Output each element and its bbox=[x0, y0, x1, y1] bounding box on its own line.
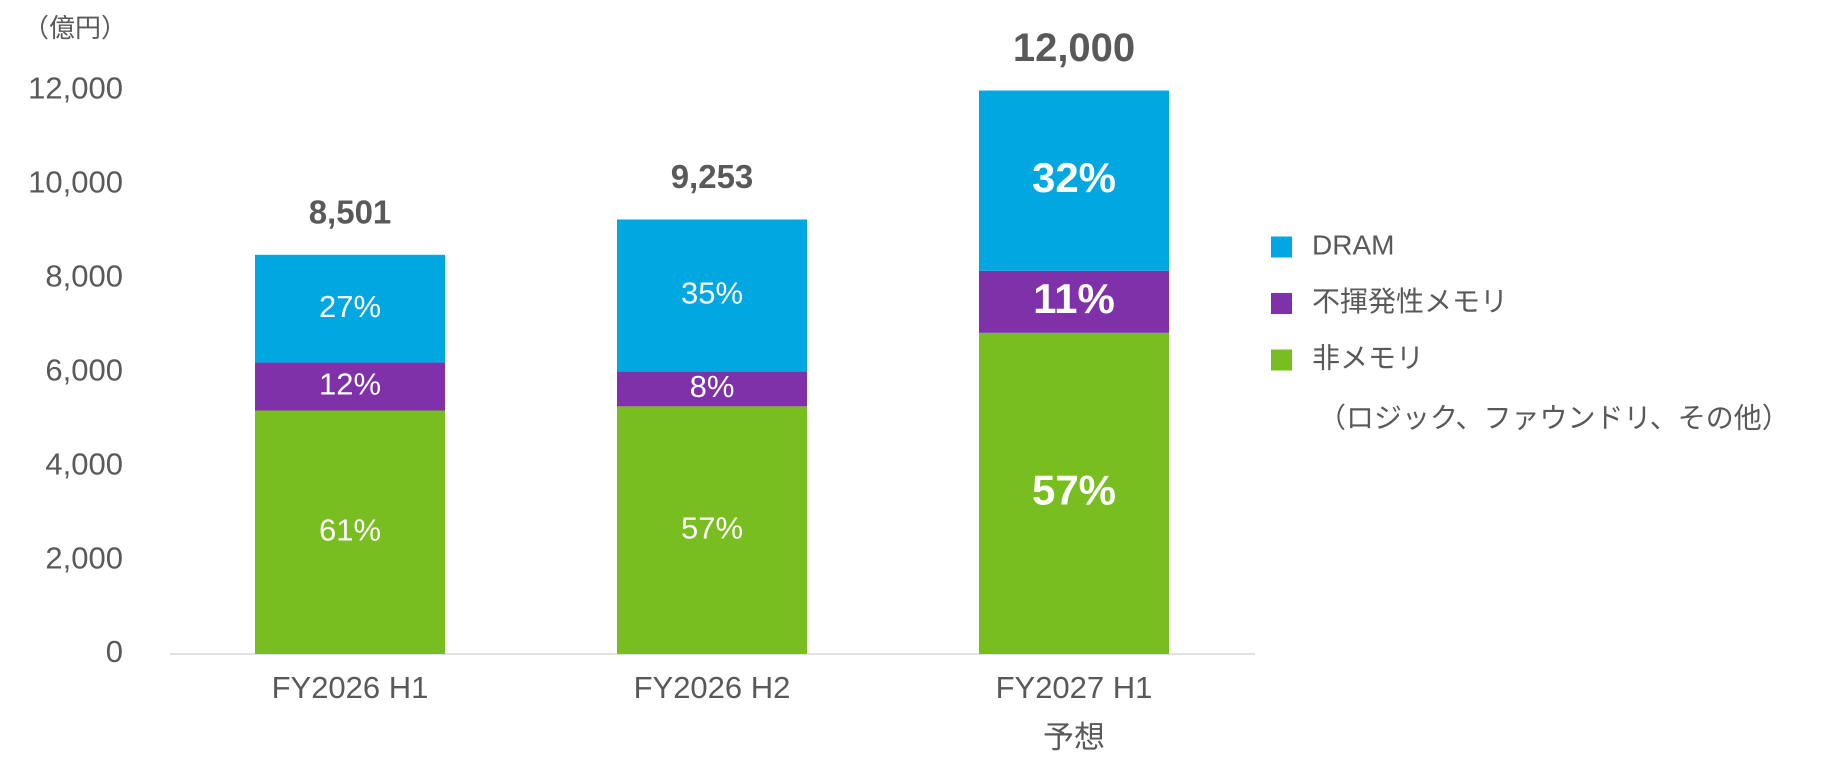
legend-label: 非メモリ bbox=[1312, 342, 1424, 373]
bar-segment bbox=[979, 332, 1169, 654]
legend-note: （ロジック、ファウンドリ、その他） bbox=[1318, 402, 1790, 433]
bar-segment bbox=[255, 410, 445, 654]
x-tick-label: FY2026 H1 bbox=[272, 670, 429, 705]
unit-label: （億円） bbox=[23, 13, 127, 43]
legend-label: 不揮発性メモリ bbox=[1312, 286, 1508, 317]
legend-swatch bbox=[1271, 236, 1292, 258]
y-tick-label: 0 bbox=[106, 634, 123, 669]
total-label: 12,000 bbox=[1013, 26, 1135, 70]
y-tick-label: 8,000 bbox=[45, 259, 123, 294]
total-label: 9,253 bbox=[671, 158, 754, 195]
total-label: 8,501 bbox=[309, 194, 392, 231]
segment-label: 12% bbox=[319, 367, 381, 402]
legend-swatch bbox=[1271, 349, 1292, 371]
y-tick-label: 2,000 bbox=[45, 540, 123, 575]
bar-segment bbox=[617, 219, 807, 372]
bar-segment bbox=[255, 362, 445, 411]
x-tick-label: FY2026 H2 bbox=[634, 670, 791, 705]
bar-segment bbox=[617, 371, 807, 407]
legend-swatch bbox=[1271, 293, 1292, 314]
segment-label: 32% bbox=[1032, 154, 1116, 201]
segment-label: 27% bbox=[319, 289, 381, 324]
y-tick-label: 12,000 bbox=[28, 71, 123, 106]
y-tick-label: 6,000 bbox=[45, 352, 123, 387]
segment-label: 8% bbox=[690, 369, 735, 404]
x-tick-label: FY2027 H1 bbox=[996, 670, 1153, 705]
y-tick-label: 4,000 bbox=[45, 446, 123, 481]
bar-segment bbox=[979, 270, 1169, 333]
legend-label: DRAM bbox=[1312, 229, 1394, 260]
segment-label: 11% bbox=[1033, 275, 1115, 322]
bar-segment bbox=[979, 90, 1169, 271]
bar-segment bbox=[255, 254, 445, 363]
segment-label: 35% bbox=[681, 276, 743, 311]
segment-label: 61% bbox=[319, 512, 381, 547]
segment-label: 57% bbox=[681, 510, 743, 545]
segment-label: 57% bbox=[1032, 466, 1116, 513]
bar-segment bbox=[617, 406, 807, 654]
y-tick-label: 10,000 bbox=[28, 165, 123, 200]
x-sublabel: 予想 bbox=[1043, 720, 1105, 755]
